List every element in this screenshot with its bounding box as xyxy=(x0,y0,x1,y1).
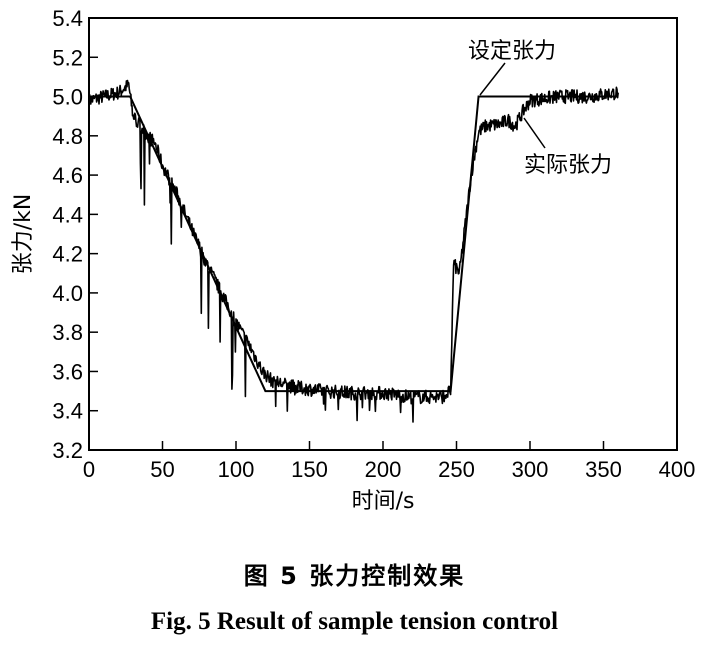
y-tick-label: 5.2 xyxy=(52,45,83,70)
actual-leader-line xyxy=(523,117,546,149)
y-tick-labels: 3.2 3.4 3.6 3.8 4.0 4.2 4.4 4.6 4.8 5.0 5.2 5.4 xyxy=(52,6,83,463)
x-tick-label: 50 xyxy=(150,457,174,482)
y-tick-label: 4.6 xyxy=(52,163,83,188)
tension-chart: 0 50 100 150 200 250 300 350 400 3.2 3.4 3.6 3.8 4.0… xyxy=(11,6,695,514)
x-tick-label: 0 xyxy=(83,457,95,482)
y-tick-label: 4.0 xyxy=(52,281,83,306)
x-tick-label: 400 xyxy=(659,457,696,482)
annotations: 设定张力 实际张力 xyxy=(468,39,612,178)
x-axis-title: 时间/s xyxy=(352,489,415,514)
y-tick-label: 3.4 xyxy=(52,399,83,424)
y-axis-title: 张力/kN xyxy=(11,194,36,275)
x-tick-label: 150 xyxy=(291,457,328,482)
annotation-actual: 实际张力 xyxy=(524,153,612,178)
y-tick-label: 3.8 xyxy=(52,320,83,345)
series-actual-line xyxy=(88,79,619,423)
x-tick-label: 300 xyxy=(512,457,549,482)
x-tick-labels: 0 50 100 150 200 250 300 350 400 xyxy=(83,457,695,482)
axis-ticks xyxy=(88,17,678,451)
x-tick-label: 250 xyxy=(438,457,475,482)
annotation-setpoint: 设定张力 xyxy=(468,39,556,64)
figure-caption-english: Fig. 5 Result of sample tension control xyxy=(150,608,559,635)
y-tick-label: 3.6 xyxy=(52,359,83,384)
y-tick-label: 4.8 xyxy=(52,124,83,149)
y-tick-label: 5.4 xyxy=(52,6,83,31)
figure-caption-chinese: 图 5 张力控制效果 xyxy=(243,562,466,590)
x-tick-label: 350 xyxy=(585,457,622,482)
y-tick-label: 4.2 xyxy=(52,242,83,267)
y-tick-label: 4.4 xyxy=(52,202,83,227)
series-layer xyxy=(88,79,619,423)
series-setpoint-line xyxy=(89,95,619,393)
plot-frame xyxy=(88,17,678,451)
setpoint-leader-line xyxy=(479,62,506,96)
x-tick-label: 200 xyxy=(365,457,402,482)
y-tick-label: 5.0 xyxy=(52,85,83,110)
y-tick-label: 3.2 xyxy=(52,438,83,463)
x-tick-label: 100 xyxy=(218,457,255,482)
